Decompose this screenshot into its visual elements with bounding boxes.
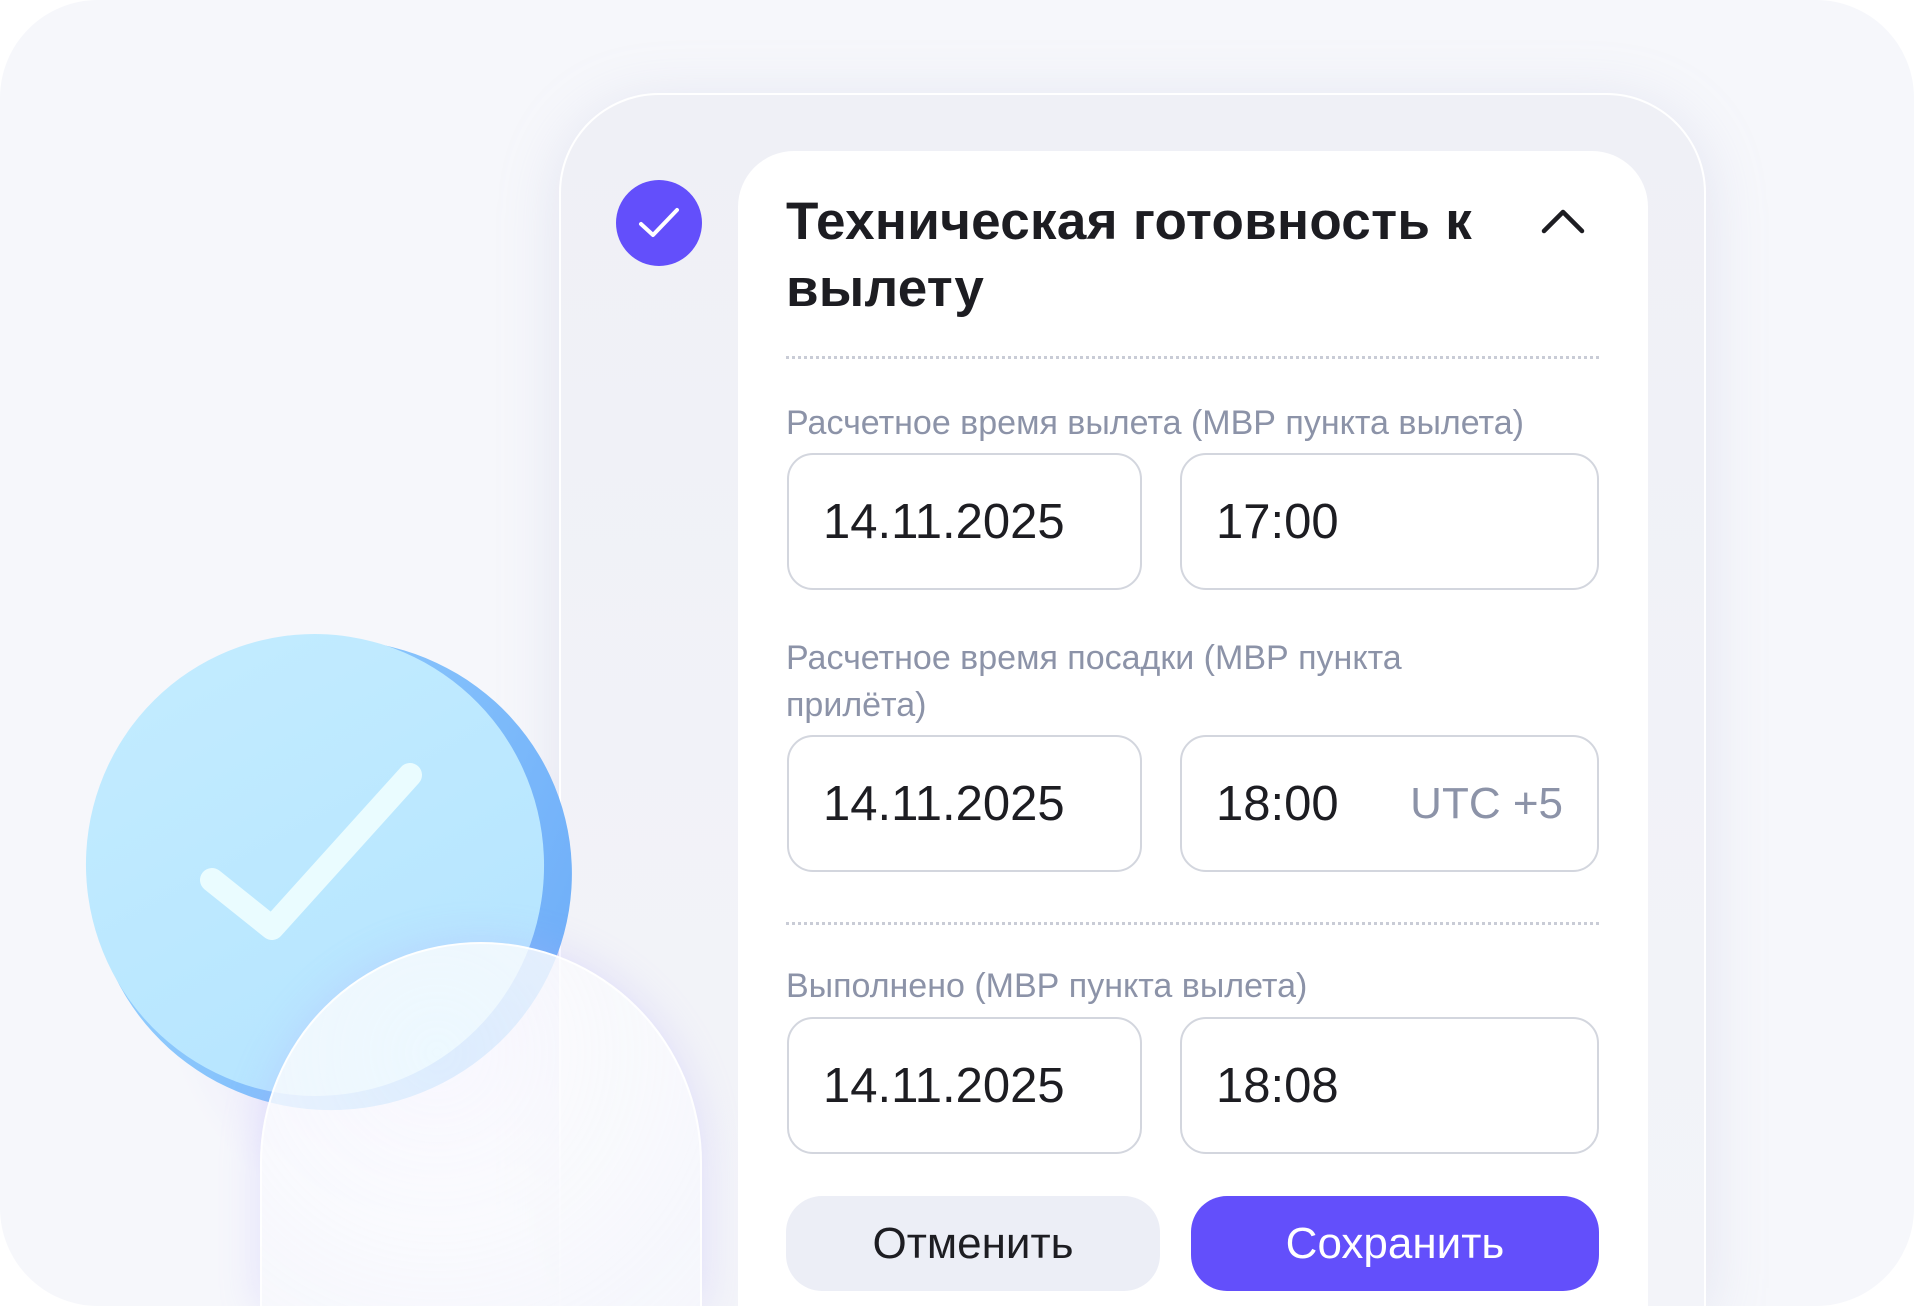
chevron-up-icon[interactable] xyxy=(1540,205,1586,235)
completed-time-field[interactable]: 18:08 xyxy=(1180,1017,1599,1154)
departure-estimate-time-field[interactable]: 17:00 xyxy=(1180,453,1599,590)
time-value: 17:00 xyxy=(1216,494,1339,549)
date-value: 14.11.2025 xyxy=(823,494,1065,549)
time-value: 18:00 xyxy=(1216,776,1339,831)
completed-label: Выполнено (МВР пункта вылета) xyxy=(786,967,1308,1005)
timezone-label: UTC +5 xyxy=(1410,778,1563,828)
time-value: 18:08 xyxy=(1216,1058,1339,1113)
check-circle-icon xyxy=(616,180,702,266)
divider xyxy=(786,922,1599,925)
cancel-button[interactable]: Отменить xyxy=(786,1196,1160,1291)
date-value: 14.11.2025 xyxy=(823,1058,1065,1113)
glass-lens-decoration xyxy=(260,942,702,1306)
landing-estimate-label: Расчетное время посадки (МВР пункта прил… xyxy=(786,639,1402,724)
departure-estimate-label: Расчетное время вылета (МВР пункта вылет… xyxy=(786,404,1524,442)
divider xyxy=(786,356,1599,359)
section-title: Техническая готовность к вылету xyxy=(786,192,1473,318)
completed-date-field[interactable]: 14.11.2025 xyxy=(787,1017,1142,1154)
departure-estimate-date-field[interactable]: 14.11.2025 xyxy=(787,453,1142,590)
save-button[interactable]: Сохранить xyxy=(1191,1196,1599,1291)
landing-estimate-date-field[interactable]: 14.11.2025 xyxy=(787,735,1142,872)
date-value: 14.11.2025 xyxy=(823,776,1065,831)
large-check-icon xyxy=(200,763,422,940)
landing-estimate-time-field[interactable]: 18:00 UTC +5 xyxy=(1180,735,1599,872)
